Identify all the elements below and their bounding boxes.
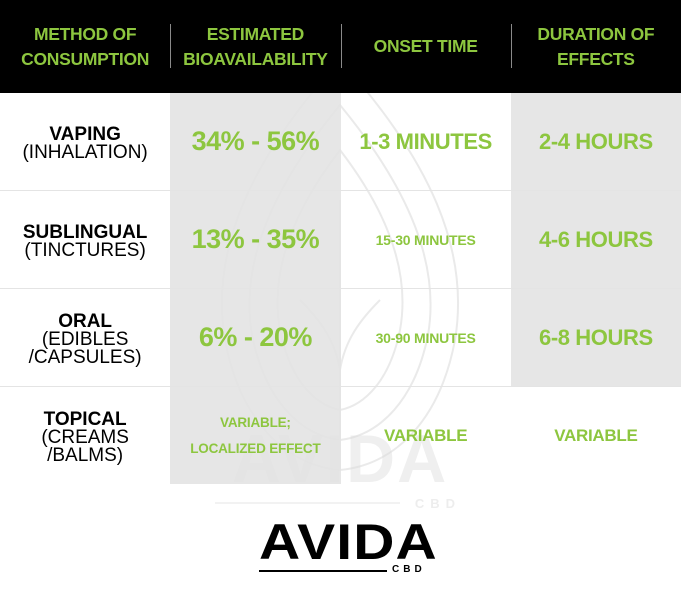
bioavailability-cell: 34% - 56% bbox=[170, 93, 341, 190]
method-detail: (Inhalation) bbox=[22, 141, 148, 163]
method-name: Vaping bbox=[49, 123, 121, 145]
method-name: Sublingual bbox=[22, 221, 148, 243]
duration-cell: 6-8 hours bbox=[510, 289, 681, 386]
logo-subtext: CBD bbox=[392, 564, 426, 575]
table-row: Oral (Edibles /Capsules) 6% - 20% 30-90 … bbox=[0, 288, 681, 386]
header-method: Method of consumption bbox=[21, 23, 150, 69]
method-detail: (Tinctures) bbox=[24, 239, 146, 261]
duration-cell: 4-6 hours bbox=[510, 191, 681, 288]
table-header: Method of consumption Estimated bioavail… bbox=[0, 0, 681, 93]
onset-cell: 1-3 minutes bbox=[359, 128, 492, 154]
onset-cell: Variable bbox=[384, 425, 468, 445]
method-detail: (Creams /Balms) bbox=[41, 426, 129, 466]
table-row: Vaping (Inhalation) 34% - 56% 1-3 minute… bbox=[0, 93, 681, 190]
bioavailability-cell: 13% - 35% bbox=[170, 191, 341, 288]
header-onset-time: Onset time bbox=[340, 0, 511, 93]
table-row: Sublingual (Tinctures) 13% - 35% 15-30 m… bbox=[0, 190, 681, 288]
bioavailability-cell: 6% - 20% bbox=[170, 289, 341, 386]
method-cell: Oral (Edibles /Capsules) bbox=[0, 289, 170, 386]
table-row: Topical (Creams /Balms) Variable; Locali… bbox=[0, 386, 681, 484]
logo-underline bbox=[259, 570, 387, 572]
onset-cell: 15-30 minutes bbox=[375, 231, 476, 248]
method-name: Oral bbox=[58, 310, 113, 332]
duration-cell: 2-4 hours bbox=[510, 93, 681, 190]
onset-cell: 30-90 minutes bbox=[375, 329, 476, 346]
method-cell: Topical (Creams /Balms) bbox=[0, 387, 170, 484]
header-bioavailability: Estimated bioavailability bbox=[170, 0, 340, 93]
method-name: Topical bbox=[43, 408, 127, 430]
watermark-sub: CBD bbox=[415, 496, 461, 511]
method-detail: (Edibles /Capsules) bbox=[28, 328, 142, 368]
method-cell: Sublingual (Tinctures) bbox=[0, 191, 170, 288]
comparison-table: Vaping (Inhalation) 34% - 56% 1-3 minute… bbox=[0, 93, 681, 484]
avida-logo: AVIDA CBD bbox=[259, 517, 437, 576]
header-duration: Duration of effects bbox=[510, 0, 681, 93]
logo-wordmark: AVIDA bbox=[259, 514, 438, 570]
duration-cell: Variable bbox=[554, 425, 638, 445]
bioavailability-cell: Variable; Localized effect bbox=[170, 387, 341, 484]
method-cell: Vaping (Inhalation) bbox=[0, 93, 170, 190]
